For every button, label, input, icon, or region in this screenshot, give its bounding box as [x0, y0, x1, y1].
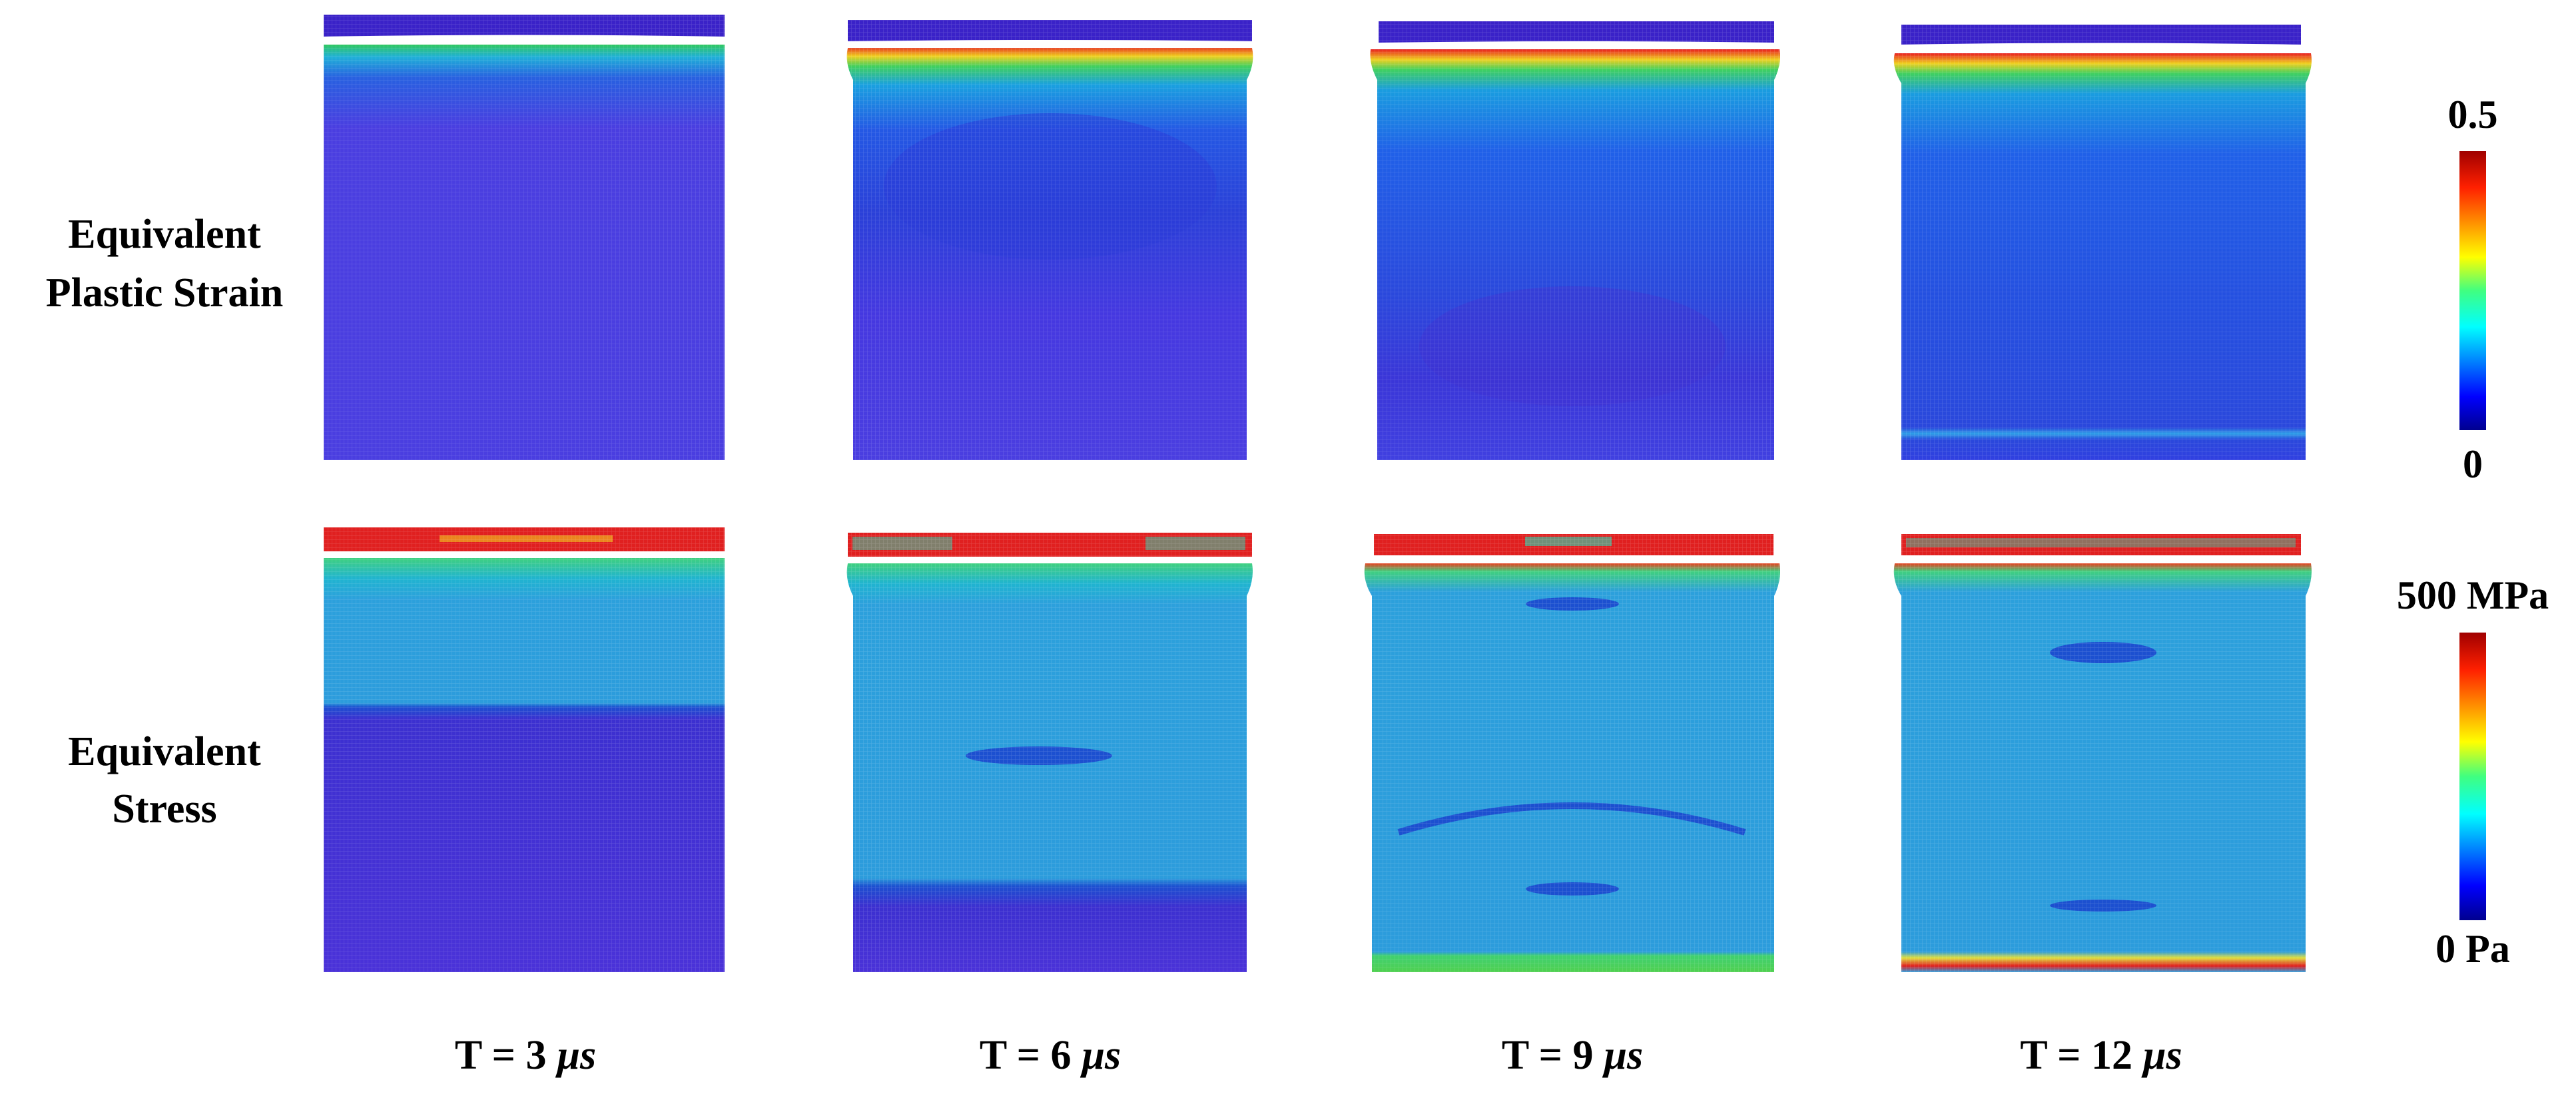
row-label: Equivalent	[68, 212, 261, 257]
colorbar-min: 0 Pa	[2435, 927, 2510, 971]
time-label: T = 12 μs	[2020, 1033, 2182, 1078]
time-unit: μs	[555, 1033, 596, 1078]
mesh	[324, 13, 2315, 461]
row-label: Equivalent	[68, 729, 261, 774]
time: T = 6	[980, 1033, 1072, 1078]
time-label: T = 9 μs	[1502, 1033, 1643, 1078]
colorbar	[2459, 151, 2486, 430]
strain-panels	[324, 13, 2315, 461]
colorbar-max: 500 MPa	[2397, 573, 2549, 617]
time-label: T = 6 μs	[980, 1033, 1121, 1078]
colorbar-min: 0	[2463, 442, 2483, 486]
stress-panels	[324, 527, 2315, 972]
time-unit: μs	[1602, 1033, 1643, 1078]
colorbar	[2459, 633, 2486, 920]
time: T = 9	[1502, 1033, 1594, 1078]
time: T = 3	[455, 1033, 547, 1078]
mesh	[324, 527, 2315, 972]
row-label: Stress	[112, 786, 216, 832]
time-unit: μs	[1080, 1033, 1121, 1078]
colorbar-max: 0.5	[2448, 93, 2498, 137]
time: T = 12	[2020, 1033, 2132, 1078]
time-label: T = 3 μs	[455, 1033, 596, 1078]
time-unit: μs	[2141, 1033, 2182, 1078]
row-label: Plastic Strain	[46, 270, 283, 316]
